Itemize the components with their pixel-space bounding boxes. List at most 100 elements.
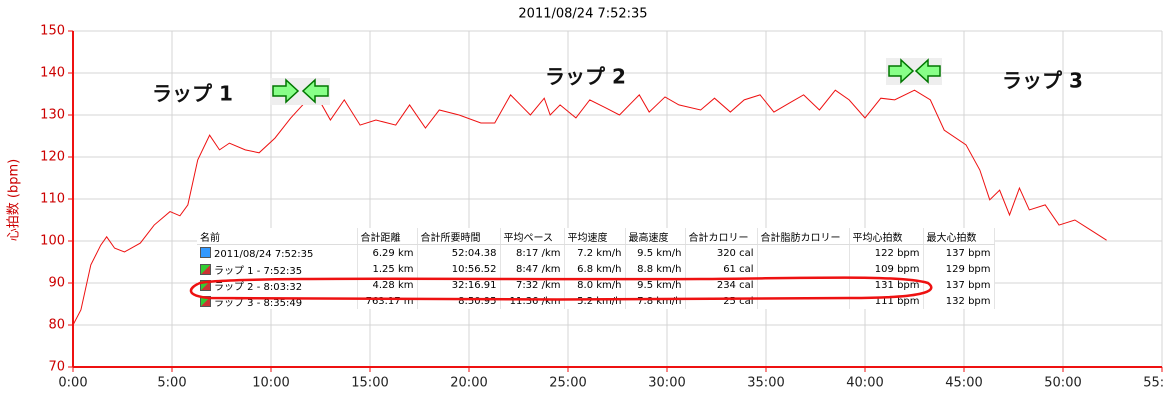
column-header: 平均心拍数 <box>849 228 924 245</box>
x-tick-label: 50:00 <box>1044 376 1081 391</box>
cell-text: 8.8 km/h <box>637 263 682 275</box>
cell-text: 4.28 km <box>372 279 414 291</box>
table-cell: 10:56.52 <box>417 261 501 277</box>
cell-text: 32:16.91 <box>451 279 497 291</box>
cell-text: 7.2 km/h <box>577 247 622 259</box>
table-cell: 8:47 /km <box>500 261 565 277</box>
cell-text: 8:17 /km <box>515 247 561 259</box>
table-cell: 9.5 km/h <box>625 277 686 293</box>
table-cell: 111 bpm <box>849 293 924 309</box>
x-tick-label: 20:00 <box>450 376 487 391</box>
column-header: 名前 <box>197 228 358 245</box>
table-cell: 122 bpm <box>849 244 924 261</box>
cell-text: 129 bpm <box>945 263 991 275</box>
table-cell: 9.5 km/h <box>625 244 686 261</box>
x-tick-label: 10:00 <box>252 376 289 391</box>
row-icon <box>200 263 211 275</box>
cell-text: 7:32 /km <box>515 279 561 291</box>
table-row: 2011/08/24 7:52:35 6.29 km 52:04.38 8:17 /k… <box>197 244 995 261</box>
cell-text: 137 bpm <box>945 279 991 291</box>
cell-text: ラップ 2 - 8:03:32 <box>214 281 303 293</box>
table-cell: 132 bpm <box>923 293 995 309</box>
column-header: 合計カロリー <box>685 228 758 245</box>
x-tick-label: 0:00 <box>58 376 87 391</box>
table-cell: 8.8 km/h <box>625 261 686 277</box>
x-tick-label: 30:00 <box>648 376 685 391</box>
cell-text: 1.25 km <box>372 263 414 275</box>
cell-text: 109 bpm <box>874 263 920 275</box>
cell-text: 122 bpm <box>874 247 920 259</box>
y-tick-label: 110 <box>40 192 65 207</box>
chart-title: 2011/08/24 7:52:35 <box>518 7 647 22</box>
cell-text: 320 cal <box>716 247 754 259</box>
row-icon <box>200 295 211 307</box>
cell-text: 8.0 km/h <box>577 279 622 291</box>
table-cell: 6.29 km <box>357 244 418 261</box>
table-cell: 32:16.91 <box>417 277 501 293</box>
y-tick-label: 90 <box>48 276 65 291</box>
table-cell: 25 cal <box>685 293 758 309</box>
cell-text: 5.2 km/h <box>577 295 622 307</box>
y-tick-label: 100 <box>40 234 65 249</box>
x-tick-label: 55:00 <box>1143 376 1164 391</box>
table-cell: 61 cal <box>685 261 758 277</box>
cell-text: ラップ 3 - 8:35:49 <box>214 297 303 309</box>
table-cell: 6.8 km/h <box>564 261 626 277</box>
cell-text: 6.29 km <box>372 247 414 259</box>
table-cell: 137 bpm <box>923 277 995 293</box>
x-tick-label: 35:00 <box>747 376 784 391</box>
y-axis-label: 心拍数 (bpm) <box>7 159 22 241</box>
table-cell <box>757 277 850 293</box>
table-cell: 5.2 km/h <box>564 293 626 309</box>
table-row: ラップ 3 - 8:35:49 763.17 m 8:50.95 11:36 /km 5… <box>197 293 995 309</box>
column-header: 最高速度 <box>625 228 686 245</box>
cell-text: 10:56.52 <box>451 263 497 275</box>
cell-text: 9.5 km/h <box>637 279 682 291</box>
table-cell: 7:32 /km <box>500 277 565 293</box>
table-cell: 7.2 km/h <box>564 244 626 261</box>
row-icon <box>200 246 211 258</box>
table-row: ラップ 1 - 7:52:35 1.25 km 10:56.52 8:47 /km 6.… <box>197 261 995 277</box>
table-cell: 8.0 km/h <box>564 277 626 293</box>
cell-text: 8:47 /km <box>515 263 561 275</box>
table-cell: 763.17 m <box>357 293 418 309</box>
cell-text: 9.5 km/h <box>637 247 682 259</box>
cell-text: 132 bpm <box>945 295 991 307</box>
table-cell: ラップ 1 - 7:52:35 <box>197 261 358 277</box>
column-header: 合計所要時間 <box>417 228 501 245</box>
cell-text: 131 bpm <box>874 279 920 291</box>
table-cell: 7.8 km/h <box>625 293 686 309</box>
cell-text: 111 bpm <box>874 295 920 307</box>
table-cell: ラップ 3 - 8:35:49 <box>197 293 358 309</box>
y-tick-label: 130 <box>40 108 65 123</box>
table-cell <box>757 244 850 261</box>
table-row: ラップ 2 - 8:03:32 4.28 km 32:16.91 7:32 /km 8.… <box>197 277 995 293</box>
table-cell: 52:04.38 <box>417 244 501 261</box>
table-cell: 320 cal <box>685 244 758 261</box>
y-tick-label: 80 <box>48 318 65 333</box>
y-tick-label: 150 <box>40 24 65 39</box>
x-tick-label: 25:00 <box>549 376 586 391</box>
line <box>72 89 1107 326</box>
table-cell: 2011/08/24 7:52:35 <box>197 244 358 261</box>
table-cell: 234 cal <box>685 277 758 293</box>
column-header: 合計脂肪カロリー <box>757 228 850 245</box>
table-cell: 131 bpm <box>849 277 924 293</box>
column-header: 合計距離 <box>357 228 418 245</box>
cell-text: 7.8 km/h <box>637 295 682 307</box>
x-tick-label: 45:00 <box>945 376 982 391</box>
cell-text: 11:36 /km <box>509 295 561 307</box>
y-tick-label: 140 <box>40 66 65 81</box>
column-header: 平均ペース <box>500 228 565 245</box>
table-cell: 109 bpm <box>849 261 924 277</box>
header-row: 名前 合計距離 合計所要時間 平均ペース 平均速度 最高速度 合計カロリー 合計脂肪カロリー平… <box>197 228 995 245</box>
cell-text: ラップ 1 - 7:52:35 <box>214 265 303 277</box>
x-tick-label: 5:00 <box>157 376 186 391</box>
row-icon <box>200 279 211 291</box>
table-cell: 8:50.95 <box>417 293 501 309</box>
column-header: 平均速度 <box>564 228 626 245</box>
table-cell: 1.25 km <box>357 261 418 277</box>
table-cell: 129 bpm <box>923 261 995 277</box>
